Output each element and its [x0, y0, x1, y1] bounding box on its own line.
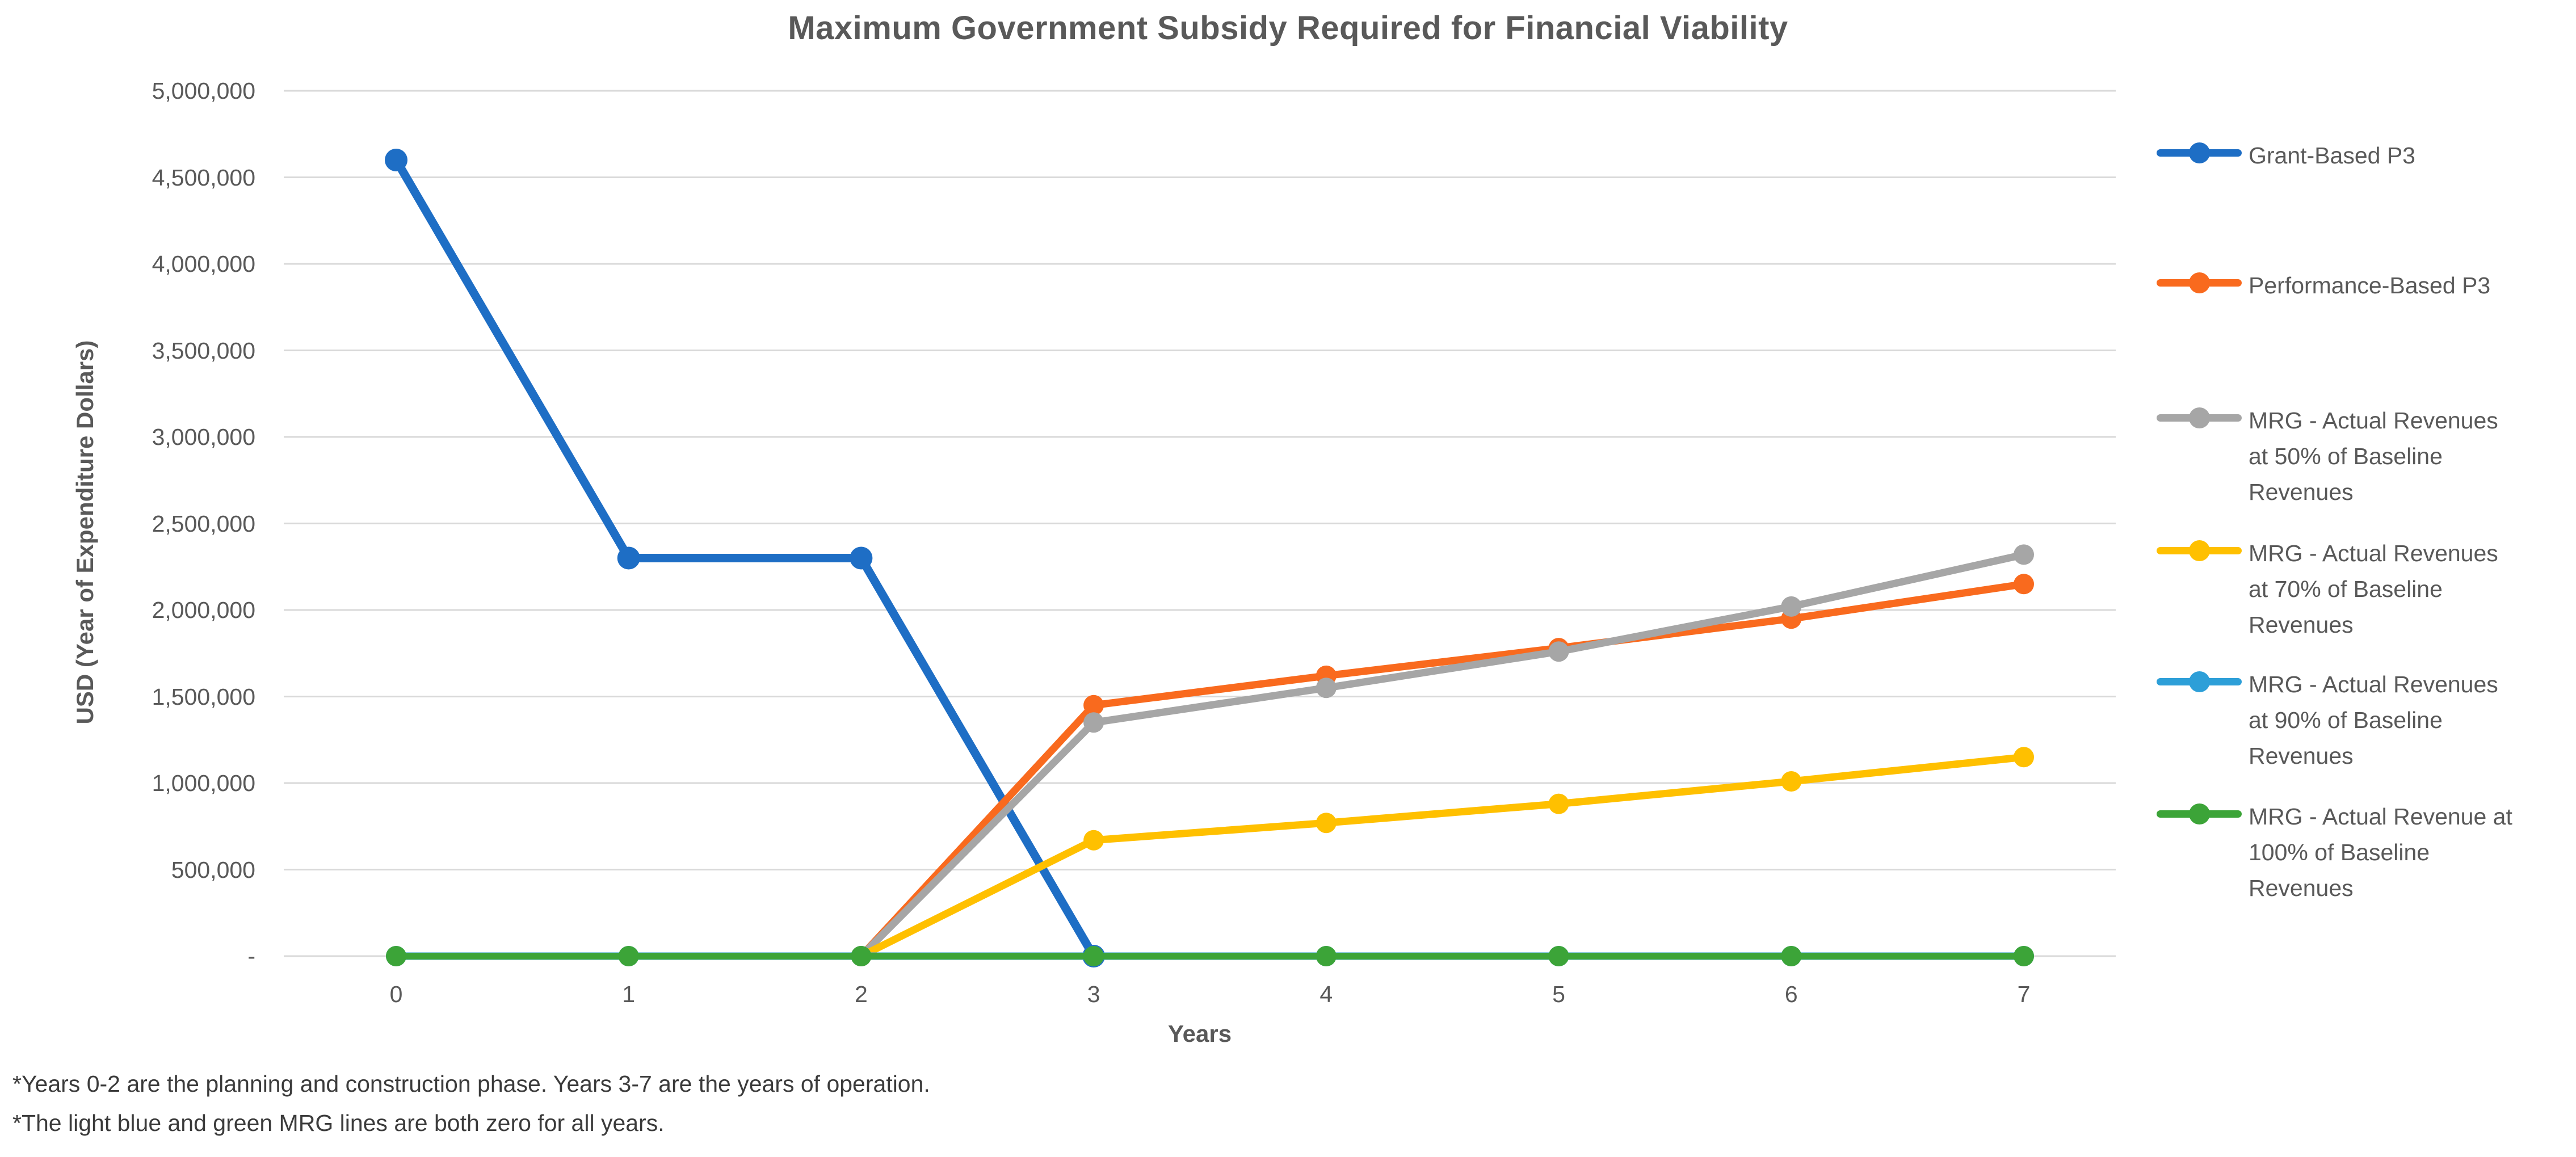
chart-footnotes: *Years 0-2 are the planning and construc…	[12, 1065, 930, 1143]
legend-label-line: MRG - Actual Revenues	[2249, 540, 2498, 566]
legend-label-line: Grant-Based P3	[2249, 142, 2415, 169]
y-tick-label: 4,000,000	[152, 251, 255, 277]
data-point-marker-mrg-actual-revenues-at-70-of-baseline-revenues	[1548, 793, 1569, 814]
data-point-marker-grant-based-p3	[617, 546, 640, 570]
legend-label-line: MRG - Actual Revenue at	[2249, 803, 2512, 830]
legend-label-line: Performance-Based P3	[2249, 272, 2491, 298]
legend-label-line: MRG - Actual Revenues	[2249, 407, 2498, 434]
data-point-marker-mrg-actual-revenue-at-100-of-baseline-revenues	[1316, 946, 1337, 966]
data-point-marker-mrg-actual-revenues-at-50-of-baseline-revenues	[1316, 678, 1337, 699]
x-tick-label: 0	[389, 981, 403, 1007]
x-tick-label: 6	[1784, 981, 1798, 1007]
legend-marker-icon	[2157, 536, 2242, 565]
y-tick-label: 4,500,000	[152, 164, 255, 191]
data-point-marker-grant-based-p3	[850, 546, 873, 570]
legend-label-line: at 50% of Baseline	[2249, 443, 2443, 469]
y-tick-label: 5,000,000	[152, 78, 255, 104]
data-point-marker-performance-based-p3	[1083, 695, 1104, 716]
legend-label: Performance-Based P3	[2249, 268, 2490, 304]
legend-marker-icon	[2157, 667, 2242, 696]
legend-marker-icon	[2157, 403, 2242, 432]
legend-dot-swatch	[2189, 407, 2210, 428]
data-point-marker-mrg-actual-revenues-at-50-of-baseline-revenues	[2014, 544, 2034, 565]
legend-label-line: at 70% of Baseline	[2249, 576, 2443, 602]
legend-marker-icon	[2157, 138, 2242, 167]
legend-item-1: Grant-Based P3	[2157, 138, 2571, 174]
x-tick-label: 7	[2017, 981, 2031, 1007]
legend-label: Grant-Based P3	[2249, 138, 2415, 174]
chart-legend: Grant-Based P3 Performance-Based P3 MRG - …	[2151, 0, 2576, 1157]
data-point-marker-mrg-actual-revenues-at-50-of-baseline-revenues	[1548, 641, 1569, 662]
legend-label: MRG - Actual Revenues at 70% of Baseline R…	[2249, 536, 2498, 643]
footnote-line-2: *The light blue and green MRG lines are …	[12, 1110, 665, 1136]
legend-label-line: Revenues	[2249, 612, 2354, 638]
legend-dot-swatch	[2189, 540, 2210, 561]
legend-marker-icon	[2157, 799, 2242, 828]
legend-item-4: MRG - Actual Revenues at 70% of Baseline R…	[2157, 536, 2571, 643]
legend-item-6: MRG - Actual Revenue at 100% of Baseline R…	[2157, 799, 2571, 906]
legend-label-line: Revenues	[2249, 875, 2354, 901]
chart-title: Maximum Government Subsidy Required for …	[788, 10, 1788, 47]
data-point-marker-mrg-actual-revenue-at-100-of-baseline-revenues	[1083, 946, 1104, 966]
data-point-marker-mrg-actual-revenue-at-100-of-baseline-revenues	[1781, 946, 1802, 966]
data-point-marker-mrg-actual-revenue-at-100-of-baseline-revenues	[618, 946, 639, 966]
y-tick-label: 1,500,000	[152, 683, 255, 710]
y-tick-label: -	[247, 943, 255, 969]
data-point-marker-mrg-actual-revenue-at-100-of-baseline-revenues	[1548, 946, 1569, 966]
data-point-marker-mrg-actual-revenue-at-100-of-baseline-revenues	[2014, 946, 2034, 966]
x-tick-label: 3	[1087, 981, 1100, 1007]
y-tick-label: 500,000	[171, 856, 255, 883]
series-line-grant-based-p3	[392, 155, 1098, 961]
legend-label: MRG - Actual Revenue at 100% of Baseline R…	[2249, 799, 2512, 906]
series-line-mrg-actual-revenues-at-70-of-baseline-revenues	[857, 753, 2028, 960]
y-tick-label: 3,500,000	[152, 337, 255, 364]
series-line-performance-based-p3	[857, 580, 2028, 960]
x-tick-label: 1	[622, 981, 636, 1007]
data-point-marker-performance-based-p3	[2014, 574, 2034, 595]
legend-label-line: Revenues	[2249, 743, 2354, 769]
x-tick-label: 4	[1319, 981, 1333, 1007]
legend-item-5: MRG - Actual Revenues at 90% of Baseline R…	[2157, 667, 2571, 774]
data-point-marker-mrg-actual-revenue-at-100-of-baseline-revenues	[851, 946, 872, 966]
legend-dot-swatch	[2189, 272, 2210, 293]
data-point-marker-mrg-actual-revenues-at-70-of-baseline-revenues	[2014, 747, 2034, 768]
legend-item-2: Performance-Based P3	[2157, 268, 2571, 304]
legend-label-line: MRG - Actual Revenues	[2249, 671, 2498, 697]
legend-label: MRG - Actual Revenues at 90% of Baseline R…	[2249, 667, 2498, 774]
data-point-marker-mrg-actual-revenues-at-70-of-baseline-revenues	[1083, 830, 1104, 851]
legend-label: MRG - Actual Revenues at 50% of Baseline R…	[2249, 403, 2498, 510]
legend-item-3: MRG - Actual Revenues at 50% of Baseline R…	[2157, 403, 2571, 510]
y-tick-label: 1,000,000	[152, 770, 255, 796]
legend-dot-swatch	[2189, 671, 2210, 692]
footnote-line-1: *Years 0-2 are the planning and construc…	[12, 1071, 930, 1097]
legend-label-line: at 90% of Baseline	[2249, 707, 2443, 733]
legend-label-line: 100% of Baseline	[2249, 839, 2430, 865]
series-layer	[385, 149, 2034, 967]
legend-dot-swatch	[2189, 142, 2210, 163]
gridlines	[284, 90, 2116, 957]
x-axis-title: Years	[1167, 1020, 1232, 1047]
data-point-marker-mrg-actual-revenues-at-70-of-baseline-revenues	[1316, 813, 1337, 834]
legend-marker-icon	[2157, 268, 2242, 297]
data-point-marker-mrg-actual-revenues-at-70-of-baseline-revenues	[1781, 771, 1802, 792]
x-tick-label: 2	[855, 981, 868, 1007]
legend-label-line: Revenues	[2249, 479, 2354, 505]
data-point-marker-grant-based-p3	[385, 149, 407, 171]
legend-dot-swatch	[2189, 803, 2210, 824]
data-point-marker-mrg-actual-revenue-at-100-of-baseline-revenues	[386, 946, 406, 966]
data-point-marker-mrg-actual-revenues-at-50-of-baseline-revenues	[1781, 596, 1802, 617]
y-tick-label: 2,000,000	[152, 597, 255, 623]
y-tick-label: 3,000,000	[152, 424, 255, 450]
data-point-marker-mrg-actual-revenues-at-50-of-baseline-revenues	[1083, 712, 1104, 733]
y-axis-title: USD (Year of Expenditure Dollars)	[72, 340, 98, 725]
y-tick-label: 2,500,000	[152, 510, 255, 537]
series-line-mrg-actual-revenues-at-50-of-baseline-revenues	[857, 550, 2028, 960]
x-tick-label: 5	[1552, 981, 1565, 1007]
